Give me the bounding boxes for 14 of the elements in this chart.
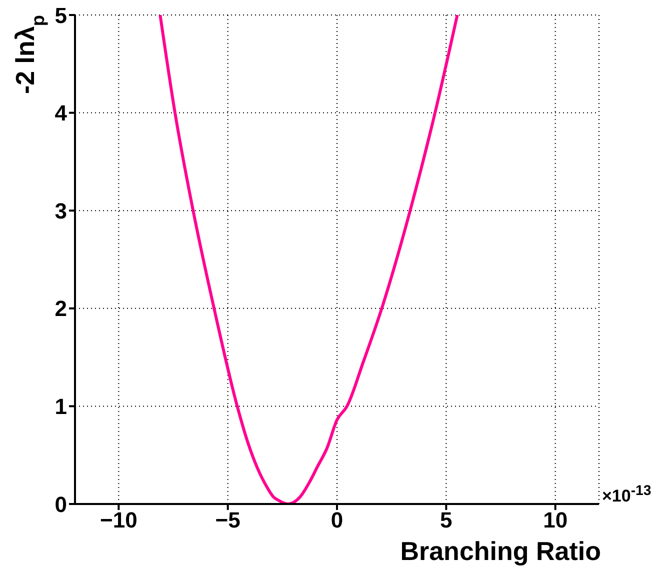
x-tick-label: 10 [543, 508, 568, 533]
x-tick-label: 5 [440, 508, 452, 533]
y-tick-label: 5 [54, 2, 67, 28]
x-tick-label: 0 [330, 508, 344, 533]
x-axis-title: Branching Ratio [400, 536, 601, 566]
y-tick-label: 2 [54, 296, 67, 322]
line-series [158, 15, 459, 504]
y-tick-label: 3 [54, 198, 67, 224]
x-tick-label: −5 [215, 508, 240, 533]
y-tick-label: 4 [54, 100, 68, 126]
text: ×10$^{-13}$ [602, 483, 652, 507]
y-tick-label: 0 [54, 492, 67, 517]
y-tick-label: 1 [54, 394, 67, 420]
x-tick-label: −10 [100, 508, 138, 533]
